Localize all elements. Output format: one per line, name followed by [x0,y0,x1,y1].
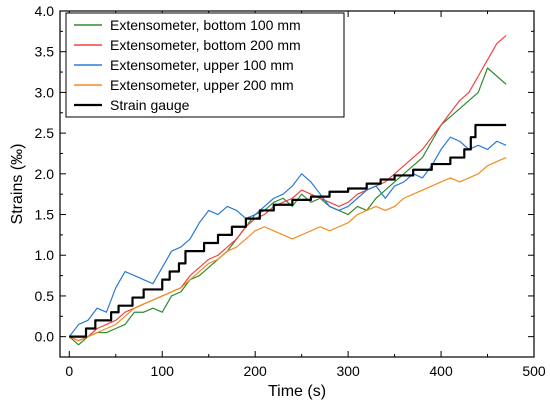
y-tick-label: 0.5 [35,288,55,304]
y-tick-label: 2.0 [35,166,55,182]
legend-label-1: Extensometer, bottom 100 mm [110,17,301,33]
y-tick-label: 1.0 [35,247,55,263]
legend: Extensometer, bottom 100 mm Extensometer,… [65,12,345,118]
legend-box [65,12,345,118]
plot-frame [59,10,535,358]
x-axis-title: Time (s) [268,383,326,400]
y-tick-label: 3.5 [35,44,55,60]
legend-label-4: Extensometer, upper 200 mm [110,77,294,93]
legend-label-2: Extensometer, bottom 200 mm [110,37,301,53]
y-tick-label: 2.5 [35,125,55,141]
series-layer [68,34,507,346]
x-tick-label: 200 [243,363,267,379]
series-line-1 [68,67,507,346]
series-line-5 [69,123,507,338]
legend-label-3: Extensometer, upper 100 mm [110,57,294,73]
series-line-4 [69,156,507,342]
y-tick-label: 4.0 [35,3,55,19]
axes-layer: 0 100 200 300 400 500 0.0 0.5 1.0 1.5 2.0 2.5 3.0 3.5… [35,3,546,379]
x-tick-label: 300 [336,363,360,379]
y-axis-title: Strains (‰) [9,144,26,225]
legend-label-5: Strain gauge [110,97,190,113]
x-tick-label: 400 [429,363,453,379]
y-tick-label: 0.0 [35,329,55,345]
y-tick-label: 1.5 [35,207,55,223]
y-tick-label: 3.0 [35,84,55,100]
x-tick-label: 500 [522,363,546,379]
x-tick-label: 100 [151,363,175,379]
x-tick-label: 0 [65,363,73,379]
